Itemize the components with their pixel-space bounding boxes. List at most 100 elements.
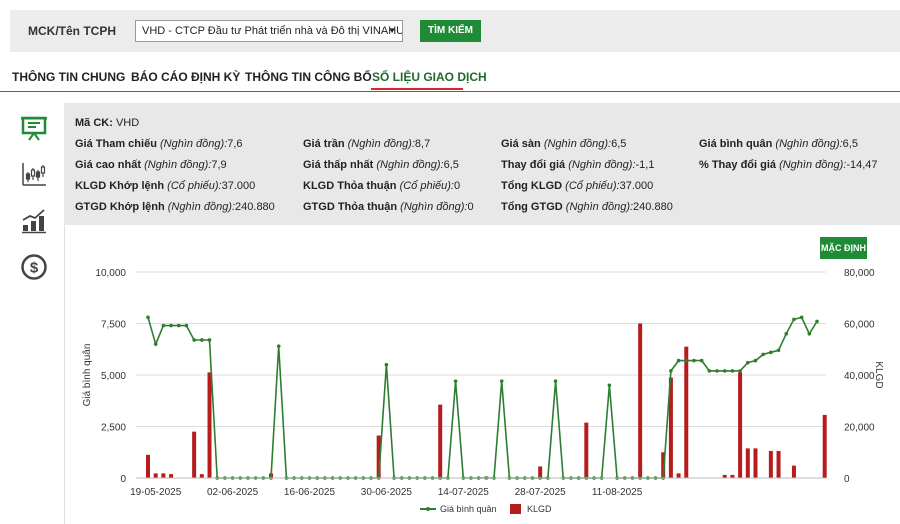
- volume-bar: [169, 474, 174, 478]
- y2-tick-label: 40,000: [844, 371, 875, 382]
- info-value: 37.000: [221, 180, 256, 192]
- dollar-coin-icon[interactable]: $: [20, 253, 48, 281]
- tab-general-info[interactable]: THÔNG TIN CHUNG: [12, 70, 126, 84]
- price-point: [161, 323, 166, 328]
- volume-bar: [822, 414, 827, 478]
- tab-bar: THÔNG TIN CHUNG BÁO CÁO ĐỊNH KỲ THÔNG TI…: [0, 62, 900, 92]
- stock-code-value: VHD: [115, 117, 140, 129]
- info-unit: (Nghìn đồng):: [775, 138, 843, 150]
- info-label: % Thay đổi giá: [699, 159, 777, 171]
- info-unit: (Nghìn đồng):: [167, 201, 236, 213]
- x-tick-label: 14-07-2025: [438, 487, 490, 498]
- info-unit: (Nghìn đồng):: [568, 159, 636, 171]
- volume-bar: [146, 454, 150, 478]
- price-point: [499, 379, 504, 383]
- info-value: 0: [453, 180, 461, 192]
- info-unit: (Cổ phiếu):: [565, 180, 620, 192]
- legend-line-label: Giá bình quân: [440, 504, 497, 514]
- price-point: [169, 323, 173, 328]
- x-tick-label: 30-06-2025: [361, 487, 413, 498]
- info-unit: (Cổ phiếu):: [167, 180, 222, 192]
- info-value: 8,7: [414, 138, 431, 150]
- svg-text:$: $: [30, 260, 39, 277]
- stock-code-row: Mã CK: VHD: [75, 117, 139, 129]
- price-point: [453, 379, 458, 383]
- price-point: [146, 315, 150, 320]
- info-cell: Giá cao nhất (Nghìn đồng):7,9: [75, 159, 227, 171]
- price-point: [699, 358, 704, 363]
- price-point: [730, 369, 735, 373]
- info-unit: (Nghìn đồng):: [376, 159, 444, 171]
- volume-bar: [638, 323, 643, 478]
- price-point: [799, 315, 804, 320]
- search-button[interactable]: TÌM KIẾM: [420, 20, 481, 42]
- x-tick-label: 02-06-2025: [207, 487, 259, 498]
- volume-bar: [438, 404, 443, 478]
- tab-periodic-report[interactable]: BÁO CÁO ĐỊNH KỲ: [131, 70, 241, 84]
- chart-default-button[interactable]: MẶC ĐỊNH: [820, 237, 867, 259]
- info-value: -1,1: [635, 159, 655, 171]
- search-bar: MCK/Tên TCPH VHD - CTCP Đầu tư Phát triể…: [10, 10, 900, 52]
- price-point: [607, 383, 612, 388]
- info-value: -14,47: [846, 159, 878, 171]
- legend-bar-swatch: [510, 504, 521, 514]
- tab-trading-data[interactable]: SỐ LIỆU GIAO DỊCH: [372, 70, 487, 84]
- volume-bar: [199, 474, 204, 478]
- info-value: 7,6: [227, 138, 243, 150]
- y-tick-label: 2,500: [101, 423, 126, 434]
- info-cell: % Thay đổi giá (Nghìn đồng):-14,47: [699, 159, 878, 171]
- price-point: [784, 332, 789, 336]
- candlestick-chart-icon[interactable]: [20, 160, 48, 188]
- y-tick-label: 5,000: [101, 371, 126, 382]
- legend-line-marker: [426, 507, 430, 511]
- info-value: 240.880: [235, 201, 275, 213]
- bar-growth-chart-icon[interactable]: [20, 207, 48, 235]
- info-label: Tổng GTGD: [501, 201, 563, 213]
- info-cell: GTGD Thỏa thuận (Nghìn đồng):0: [303, 201, 474, 213]
- y-tick-label: 7,500: [101, 320, 126, 331]
- volume-bar: [207, 372, 212, 478]
- price-point: [761, 352, 765, 357]
- stock-code-label: Mã CK:: [75, 117, 113, 129]
- info-cell: Giá Tham chiếu (Nghìn đồng):7,6: [75, 138, 243, 150]
- active-tab-indicator: [371, 88, 463, 90]
- info-value: 6,5: [842, 138, 858, 150]
- company-select-value: VHD - CTCP Đầu tư Phát triển nhà và Đô t…: [142, 25, 403, 37]
- price-point: [276, 344, 281, 348]
- y-tick-label: 0: [120, 474, 126, 485]
- info-label: GTGD Thỏa thuận: [303, 201, 398, 213]
- info-cell: Giá bình quân (Nghìn đồng):6,5: [699, 138, 858, 150]
- price-point: [769, 350, 773, 355]
- info-unit: (Nghìn đồng):: [347, 138, 415, 150]
- info-label: Giá Tham chiếu: [75, 138, 157, 150]
- price-point: [715, 369, 719, 373]
- price-point: [792, 317, 796, 322]
- price-point: [722, 369, 727, 373]
- info-value: 0: [467, 201, 474, 213]
- presentation-board-icon[interactable]: [20, 114, 48, 142]
- price-point: [184, 323, 189, 328]
- info-value: 7,9: [211, 159, 227, 171]
- price-point: [738, 369, 742, 373]
- volume-bar: [791, 465, 796, 478]
- y2-tick-label: 80,000: [844, 268, 875, 279]
- company-select[interactable]: VHD - CTCP Đầu tư Phát triển nhà và Đô t…: [135, 20, 403, 42]
- info-unit: (Nghìn đồng):: [400, 201, 468, 213]
- stock-info-panel: Mã CK: VHD Giá Tham chiếu (Nghìn đồng):7…: [64, 103, 900, 225]
- info-cell: Giá trần (Nghìn đồng):8,7: [303, 138, 430, 150]
- volume-bar: [722, 474, 727, 478]
- price-line: [147, 316, 818, 479]
- x-tick-label: 16-06-2025: [284, 487, 336, 498]
- info-cell: KLGD Thỏa thuận (Cổ phiếu):0: [303, 180, 460, 192]
- price-point: [553, 379, 558, 383]
- legend-bar-label: KLGD: [527, 504, 552, 514]
- volume-bar: [584, 422, 589, 478]
- price-point: [200, 338, 204, 342]
- info-label: Giá cao nhất: [75, 159, 142, 171]
- volume-bar: [730, 474, 735, 478]
- info-cell: Tổng GTGD (Nghìn đồng):240.880: [501, 201, 673, 213]
- volume-bar: [668, 377, 673, 478]
- tab-disclosure[interactable]: THÔNG TIN CÔNG BỐ: [245, 70, 372, 84]
- trading-chart: 10,000 80,000 7,500 60,000 5,000 40,000 2,500 2…: [82, 268, 884, 514]
- price-point: [753, 358, 758, 363]
